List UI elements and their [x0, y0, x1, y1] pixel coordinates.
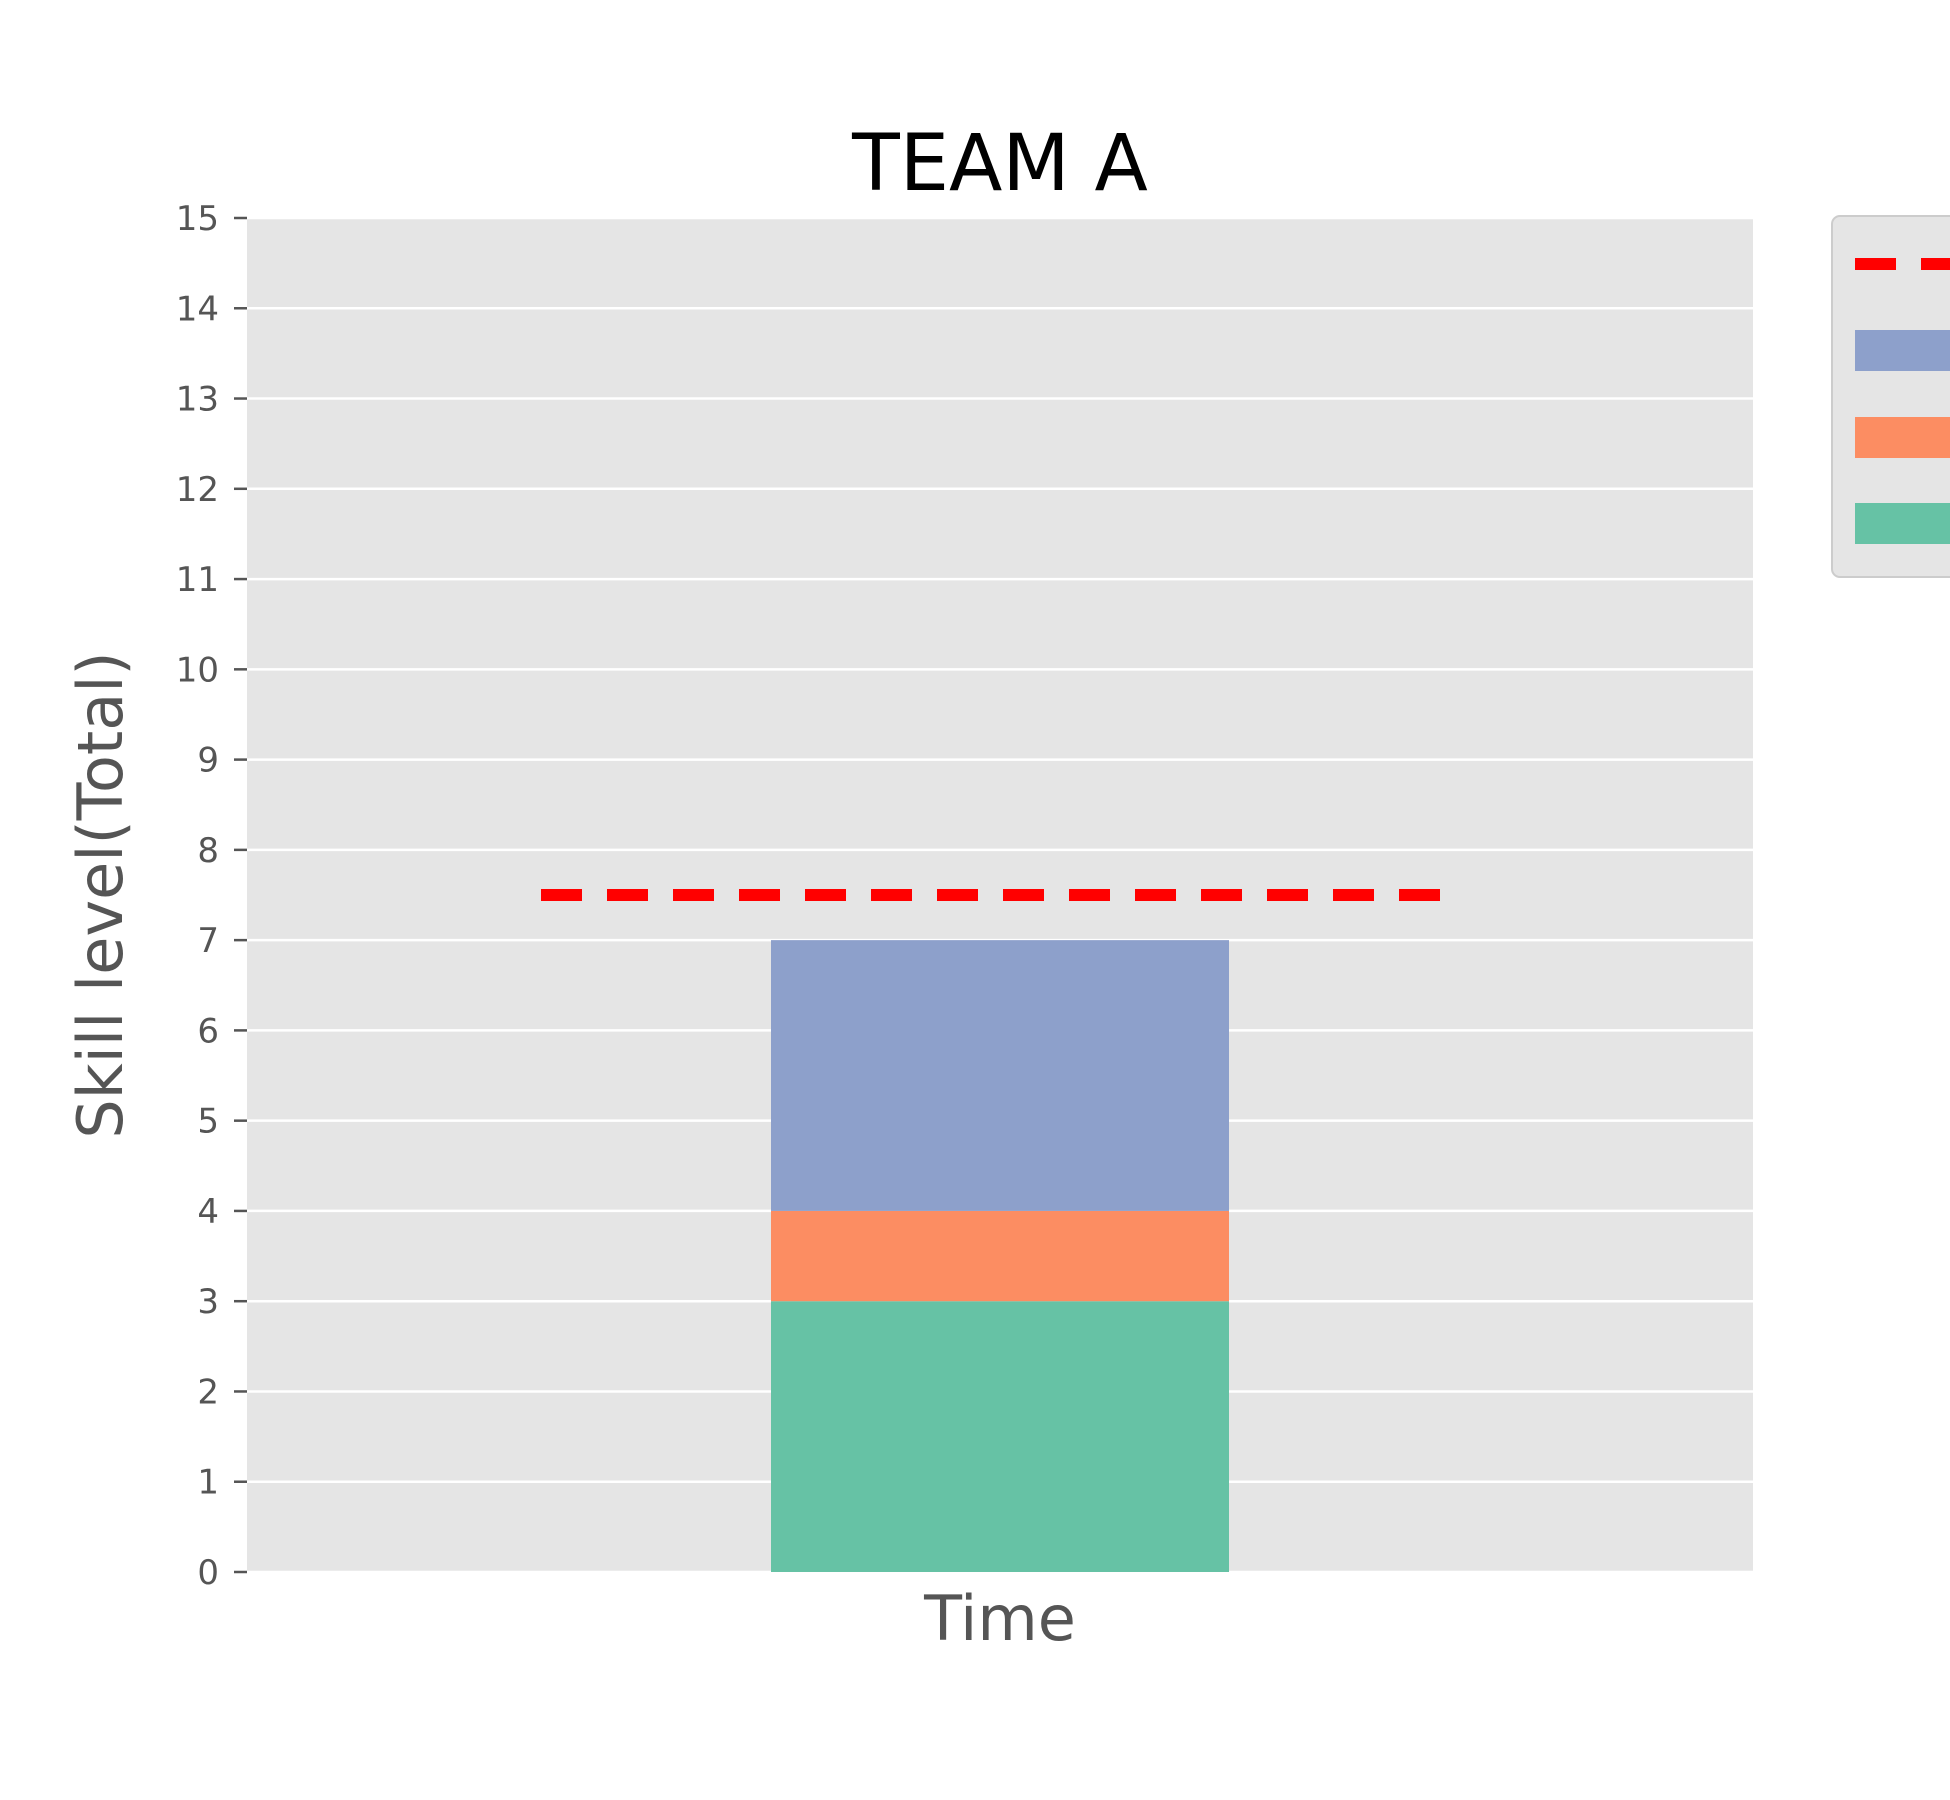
- y-tick-label: 2: [197, 1372, 219, 1412]
- legend-swatch-2: [1855, 417, 1950, 458]
- y-tick-label: 14: [176, 289, 219, 329]
- y-tick-label: 4: [197, 1192, 219, 1232]
- gridlines: [247, 216, 1753, 1574]
- y-tick-label: 3: [197, 1282, 219, 1322]
- y-tick-label: 8: [197, 831, 219, 871]
- bar-segments: [771, 940, 1229, 1572]
- bar-segment-1: [771, 1301, 1229, 1572]
- y-tick-label: 15: [176, 199, 219, 239]
- legend: [1831, 215, 1950, 578]
- y-tick-label: 11: [176, 560, 219, 600]
- y-tick-label: 9: [197, 741, 219, 781]
- bar-segment-2: [771, 1210, 1229, 1302]
- y-tick-label: 7: [197, 921, 219, 961]
- y-tick-label: 6: [197, 1011, 219, 1051]
- y-tick-label: 0: [197, 1553, 219, 1593]
- bar-segment-3: [771, 940, 1229, 1211]
- legend-swatch-3: [1855, 503, 1950, 544]
- legend-swatch-1: [1855, 330, 1950, 371]
- y-tick-label: 12: [176, 470, 219, 510]
- y-tick-label: 5: [197, 1102, 219, 1142]
- y-tick-label: 13: [176, 380, 219, 420]
- y-tick-label: 10: [176, 650, 219, 690]
- y-axis-label: Skill level(Total): [64, 651, 137, 1138]
- x-axis-label: Time: [923, 1582, 1076, 1655]
- y-tick-label: 1: [197, 1463, 219, 1503]
- legend-box: [1831, 215, 1950, 578]
- chart-title: TEAM A: [851, 119, 1148, 209]
